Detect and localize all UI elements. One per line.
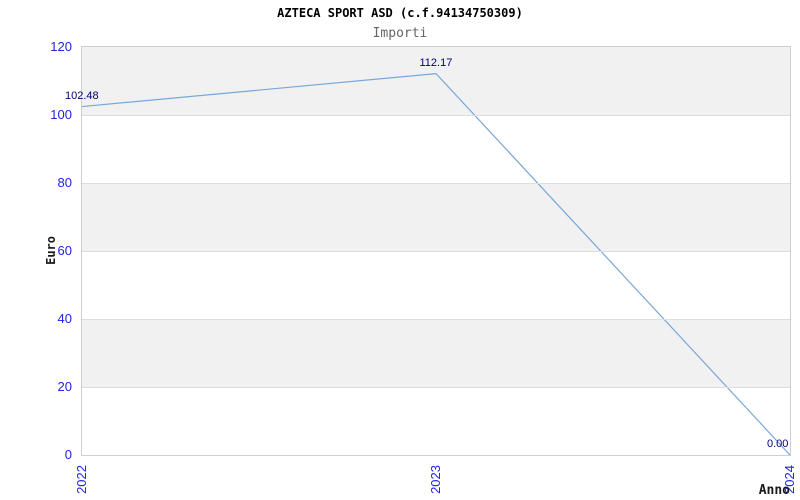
gridline xyxy=(82,386,790,388)
y-tick-label: 80 xyxy=(57,175,72,190)
chart-subtitle: Importi xyxy=(372,26,428,41)
gridline xyxy=(82,182,790,184)
y-tick-label: 100 xyxy=(50,107,72,122)
y-tick-label: 20 xyxy=(57,379,72,394)
chart-title: AZTECA SPORT ASD (c.f.94134750309) xyxy=(277,6,523,20)
data-point-label: 112.17 xyxy=(419,56,453,69)
data-point-label: 0.00 xyxy=(767,438,789,450)
series-line xyxy=(81,72,791,456)
y-tick-label: 0 xyxy=(64,447,72,462)
y-tick-label: 40 xyxy=(57,311,72,326)
x-tick-label: 2022 xyxy=(74,465,89,494)
line-series-chart xyxy=(81,72,791,456)
gridline xyxy=(82,250,790,252)
plot-area: 102.48 112.17 0.00 xyxy=(65,46,791,456)
data-point-label: 102.48 xyxy=(65,89,99,102)
gridline xyxy=(82,114,790,116)
y-tick-label: 60 xyxy=(57,243,72,258)
x-axis-title: Anno xyxy=(758,483,790,498)
y-tick-label: 120 xyxy=(50,39,72,54)
gridline xyxy=(82,318,790,320)
x-tick-label: 2023 xyxy=(428,465,443,494)
